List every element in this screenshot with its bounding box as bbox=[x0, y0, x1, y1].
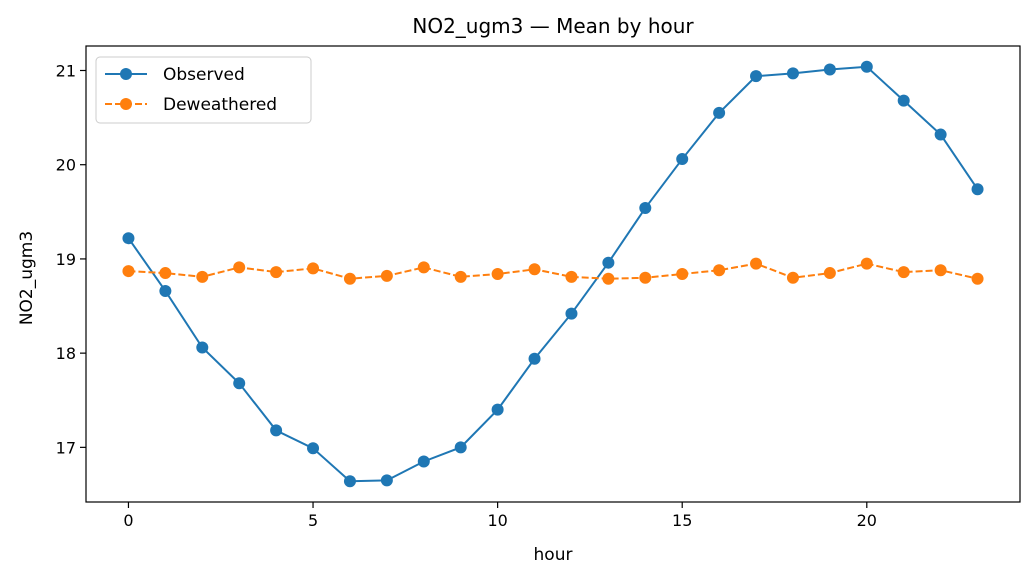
deweathered-point bbox=[307, 262, 320, 275]
legend-deweathered-label: Deweathered bbox=[163, 95, 277, 115]
legend-box bbox=[95, 56, 312, 124]
x-tick-label: 5 bbox=[308, 511, 318, 530]
observed-point bbox=[270, 424, 283, 437]
observed-point bbox=[343, 475, 356, 488]
deweathered-point bbox=[270, 266, 283, 279]
x-tick-label: 0 bbox=[123, 511, 133, 530]
observed-point bbox=[196, 341, 209, 354]
observed-point bbox=[159, 284, 172, 297]
observed-point bbox=[417, 455, 430, 468]
x-tick-label: 15 bbox=[672, 511, 692, 530]
observed-point bbox=[528, 352, 541, 365]
deweathered-point bbox=[343, 272, 356, 285]
deweathered-point bbox=[233, 261, 246, 274]
legend: Observed Deweathered bbox=[95, 56, 312, 124]
observed-point bbox=[307, 442, 320, 455]
deweathered-point bbox=[786, 271, 799, 284]
deweathered-point bbox=[159, 267, 172, 280]
deweathered-point bbox=[491, 268, 504, 280]
deweathered-point bbox=[823, 267, 836, 280]
plot-border bbox=[85, 45, 1021, 503]
x-axis: 0 5 10 15 20 bbox=[123, 502, 877, 530]
legend-observed-marker bbox=[120, 68, 132, 80]
deweathered-point bbox=[676, 268, 689, 280]
x-tick-label: 20 bbox=[857, 511, 877, 530]
deweathered-point bbox=[750, 257, 763, 270]
deweathered-point bbox=[639, 271, 652, 284]
y-tick-label: 18 bbox=[56, 344, 76, 363]
deweathered-line bbox=[128, 262, 978, 280]
deweathered-point bbox=[528, 263, 541, 276]
y-tick-label: 19 bbox=[56, 250, 76, 269]
observed-point bbox=[823, 63, 836, 76]
observed-point bbox=[565, 307, 578, 320]
deweathered-point bbox=[934, 264, 947, 277]
observed-point bbox=[971, 183, 984, 196]
x-axis-label: hour bbox=[534, 545, 573, 565]
observed-point bbox=[897, 94, 910, 107]
observed-point bbox=[233, 377, 246, 390]
deweathered-point bbox=[122, 265, 135, 278]
y-axis-label: NO2_ugm3 bbox=[17, 231, 37, 325]
deweathered-point bbox=[602, 272, 615, 285]
observed-point bbox=[676, 153, 689, 166]
x-tick-label: 10 bbox=[487, 511, 507, 530]
deweathered-point bbox=[380, 269, 393, 282]
observed-point bbox=[934, 128, 947, 141]
deweathered-point bbox=[417, 261, 430, 274]
observed-line bbox=[127, 65, 979, 483]
observed-point bbox=[491, 403, 504, 416]
y-axis: 17 18 19 20 21 bbox=[56, 61, 86, 457]
legend-observed-label: Observed bbox=[163, 65, 245, 85]
deweathered-point bbox=[713, 264, 726, 277]
observed-point bbox=[380, 474, 393, 487]
deweathered-point bbox=[196, 270, 209, 283]
deweathered-point bbox=[565, 270, 578, 283]
deweathered-point bbox=[897, 266, 910, 279]
observed-point bbox=[860, 60, 873, 73]
observed-point bbox=[786, 67, 799, 80]
observed-point bbox=[639, 202, 652, 215]
deweathered-point bbox=[971, 272, 984, 285]
deweathered-point bbox=[860, 257, 873, 270]
observed-point bbox=[122, 232, 135, 245]
chart-title: NO2_ugm3 — Mean by hour bbox=[412, 14, 694, 38]
observed-point bbox=[750, 70, 763, 83]
deweathered-point bbox=[454, 270, 467, 283]
observed-point bbox=[454, 441, 467, 454]
plot-area bbox=[85, 45, 1021, 503]
observed-point bbox=[602, 256, 615, 269]
y-tick-label: 20 bbox=[56, 156, 76, 175]
y-tick-label: 17 bbox=[56, 438, 76, 457]
y-tick-label: 21 bbox=[56, 61, 76, 80]
series-layer bbox=[122, 60, 984, 488]
observed-point bbox=[713, 106, 726, 119]
legend-deweathered-marker bbox=[120, 98, 132, 110]
